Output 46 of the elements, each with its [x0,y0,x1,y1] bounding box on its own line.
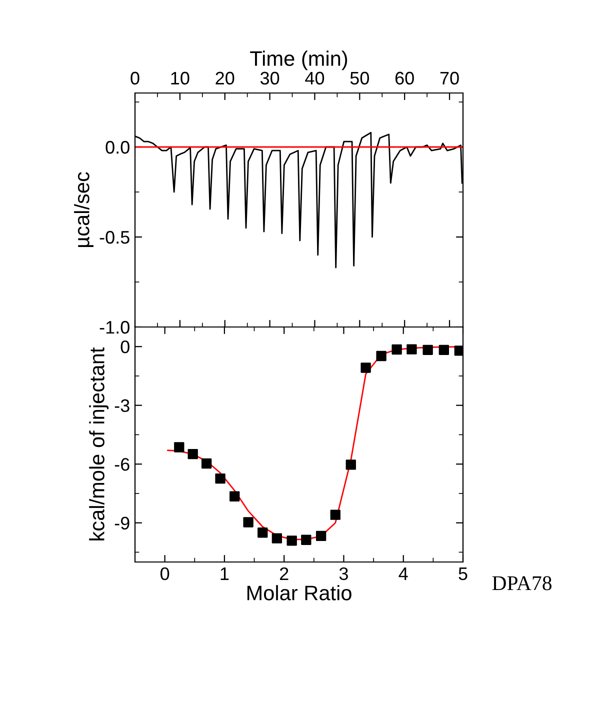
point [422,344,433,355]
x-axis-title: Time (min) [250,50,348,70]
point [406,344,417,354]
y-tick-label: -0.5 [100,230,130,244]
point [272,533,282,544]
y-tick-label: -1.0 [100,320,130,334]
x-axis-title: Molar Ratio [247,585,352,600]
x-tick-label: 0 [160,567,170,580]
point [201,458,212,469]
y-axis-title: µcal/sec [74,172,94,247]
point [392,344,402,355]
point [346,460,356,470]
point [301,534,312,545]
x-tick-label: 2 [280,567,288,580]
point [243,517,254,528]
point [215,473,226,484]
y-tick-label: -3 [114,399,130,412]
x-tick-label: 40 [305,72,324,85]
text: DPA78 [492,576,552,590]
x-tick-label: 30 [260,72,280,85]
y-tick-label: 0.0 [106,140,130,154]
point [454,346,463,356]
x-tick-label: 5 [458,568,468,580]
point [316,530,326,542]
x-tick-label: 60 [395,72,414,85]
x-tick-label: 1 [220,568,229,580]
point [258,528,268,538]
point [330,510,340,520]
y-tick-label: -9 [114,516,130,530]
point [188,449,198,460]
point [376,350,386,362]
point [360,362,371,373]
x-tick-label: 4 [398,568,408,580]
point [438,344,450,355]
y-axis-title: kcal/mole of injectant [89,347,109,540]
point [286,536,297,546]
y-tick-label: -6 [114,458,130,471]
x-tick-label: 20 [216,72,234,85]
x-tick-label: 50 [350,72,369,85]
x-tick-label: 70 [440,72,459,85]
point [174,442,184,452]
y-tick-label: 0 [120,340,130,354]
x-tick-label: 3 [339,567,348,580]
x-tick-label: 10 [171,72,190,85]
point [230,491,240,502]
x-tick-label: 0 [130,72,140,85]
